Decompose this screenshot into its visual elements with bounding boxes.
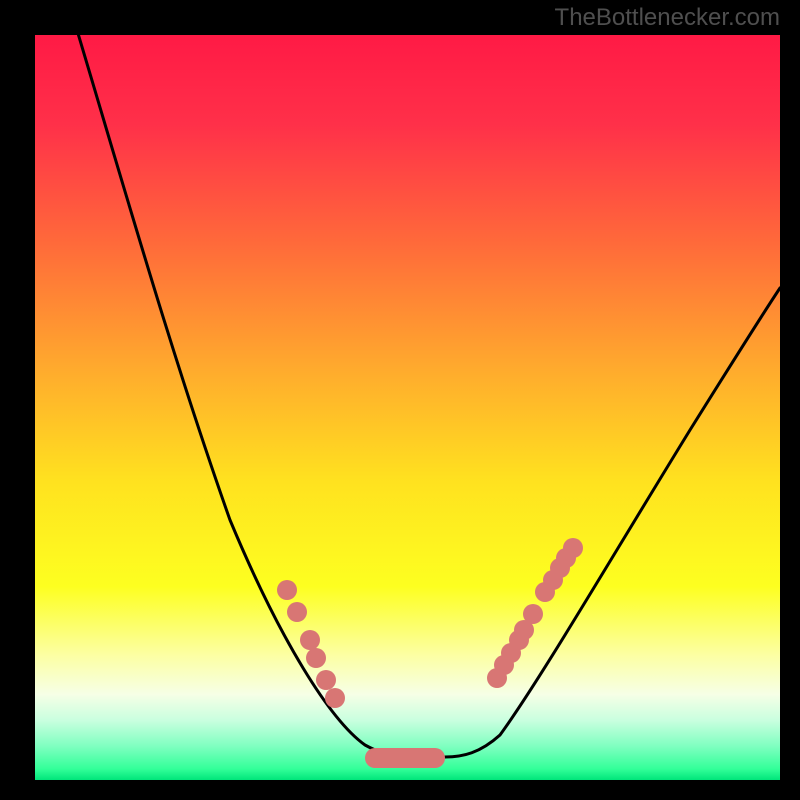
watermark-text: TheBottlenecker.com [555, 4, 780, 32]
chart-background-gradient [35, 35, 780, 780]
stage: TheBottlenecker.com [0, 0, 800, 800]
